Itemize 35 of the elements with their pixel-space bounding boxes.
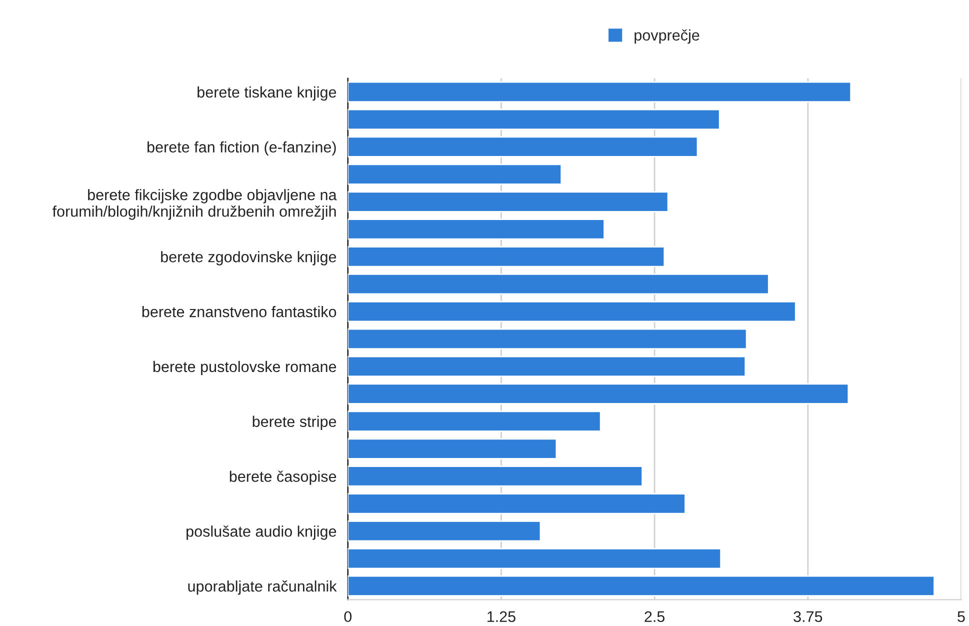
- bar: [348, 300, 796, 322]
- bar: [348, 81, 852, 103]
- x-tick-label: 0: [344, 611, 352, 622]
- x-tick-label: 1.25: [488, 611, 516, 622]
- y-tick-label: berete stripe: [252, 416, 336, 430]
- bar: [348, 383, 850, 404]
- x-tick-label: 5: [958, 611, 965, 622]
- bar: [348, 218, 605, 240]
- bar: [348, 493, 686, 514]
- x-tick-label: 2.5: [644, 611, 665, 622]
- bar: [348, 356, 746, 377]
- bar: [348, 136, 698, 158]
- bar: [348, 246, 666, 268]
- bar: [348, 191, 669, 212]
- bar: [348, 108, 720, 130]
- bar: [348, 575, 935, 597]
- bar: [348, 438, 558, 460]
- bar: [348, 274, 770, 295]
- y-tick-label: berete tiskane knjige: [198, 86, 336, 101]
- bar: [348, 466, 643, 487]
- bar: [348, 520, 542, 542]
- y-tick-label: poslušate audio knjige: [186, 526, 336, 540]
- bar: [348, 164, 562, 185]
- y-tick-label: berete časopise: [230, 470, 336, 485]
- y-tick-label: berete fikcijske zgodbe objavljene na forumih/blogih/knjižnih družbenih omrežjih: [52, 189, 337, 220]
- legend-label: povprečje: [634, 29, 700, 44]
- y-tick-label: berete zgodovinske knjige: [161, 251, 336, 266]
- y-tick-label: uporabljate računalnik: [188, 580, 337, 595]
- bar: [348, 410, 602, 432]
- bar: [348, 328, 748, 350]
- bar: [348, 548, 722, 570]
- y-tick-label: berete znanstveno fantastiko: [142, 306, 336, 318]
- y-tick-label: berete pustolovske romane: [153, 360, 336, 376]
- y-tick-label: berete fan fiction (e-fanzine): [148, 141, 336, 156]
- x-tick-label: 3.75: [794, 611, 822, 622]
